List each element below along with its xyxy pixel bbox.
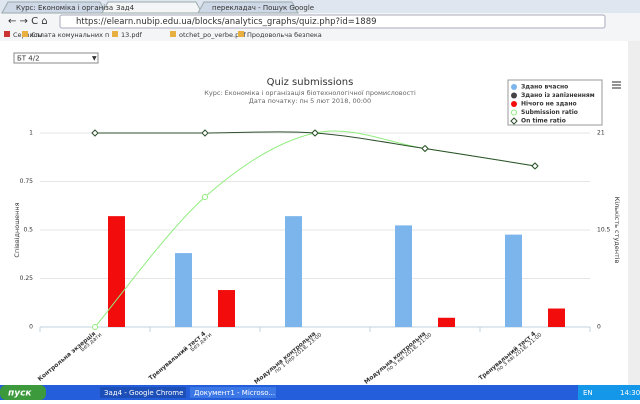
bar [175,253,192,327]
tab[interactable] [101,1,203,14]
legend-symbol [511,92,517,99]
chart-subtitle: Курс: Економіка і організація біотехноло… [204,89,416,97]
start-label: пуск [8,389,32,399]
line-marker [201,129,209,137]
task-label: Зад4 - Google Chrome [104,389,183,397]
legend-label: Здано із запізненням [521,92,595,99]
task-item[interactable] [190,387,276,398]
line-marker [421,144,429,153]
bookmark-icon [170,31,176,37]
y2-tick-label: 0 [597,324,601,331]
bookmark: Сплата комунальних п [31,31,109,39]
bookmark-icon [4,31,10,37]
tab[interactable] [197,1,299,14]
tab-title: Курс: Економіка і організа [16,4,113,12]
url: https://elearn.nubip.edu.ua/blocks/analy… [76,17,377,27]
bookmark: Продовольча безпека [247,31,322,39]
bar [438,317,455,327]
line-marker [311,129,319,137]
legend-symbol [510,117,518,125]
bar [108,216,125,327]
y2-tick-label: 21 [597,130,605,137]
taskbar [0,385,640,400]
bookmark-icon [22,31,28,37]
bar [218,290,235,327]
line-marker [92,324,98,330]
address-bar[interactable] [59,14,606,29]
tab-title: перекладач - Пошук Google [212,4,314,12]
line-marker [91,129,99,137]
y-tick-label: 1 [29,130,33,137]
legend-label: On time ratio [521,118,566,125]
start-button[interactable] [0,385,46,400]
select-arrow: ▼ [92,55,97,62]
bookmark-icon [112,31,118,37]
bookmark: 13.pdf [121,31,143,39]
bookmark-icon [238,31,244,37]
nav-buttons[interactable]: ← → C ⌂ [8,16,48,27]
tab-title: Зад4 [116,4,135,12]
y-tick-label: 0.75 [20,178,34,185]
chart-menu[interactable] [612,81,621,89]
legend-symbol [511,101,517,107]
y-tick-label: 0.25 [20,275,34,282]
legend-symbol [511,109,517,116]
clock: 14:30 [620,389,640,397]
y-tick-label: 0.5 [23,227,33,234]
bar [548,308,565,327]
bar [285,216,302,327]
bar [505,234,522,327]
task-label: Документ1 - Microso... [194,389,275,397]
tray [578,385,640,400]
task-item[interactable] [100,387,186,398]
y2-axis-title: Кількість студентів [613,197,621,264]
y2-tick-label: 10.5 [597,227,611,234]
bookmark: otchet_po_verbe.pdf [179,31,246,39]
scrollbar[interactable] [628,41,640,385]
tab[interactable] [1,1,107,14]
legend-label: Submission ratio [521,109,578,116]
y-axis-title: Співвідношення [13,202,21,257]
lang: EN [583,389,593,397]
y-tick-label: 0 [29,324,33,331]
legend-label: Здано вчасно [521,84,568,91]
select[interactable] [13,52,99,64]
line-marker [531,162,539,170]
legend-box [507,79,603,126]
legend-label: Нічого не здано [521,101,577,108]
chart-subtitle: Дата початку: пн 5 лют 2018, 00:00 [249,97,371,105]
bar [395,225,412,327]
chart-title: Quiz submissions [267,77,354,88]
line-marker [202,194,208,201]
select-value: БТ 4/2 [17,55,40,63]
legend-symbol [511,84,517,90]
